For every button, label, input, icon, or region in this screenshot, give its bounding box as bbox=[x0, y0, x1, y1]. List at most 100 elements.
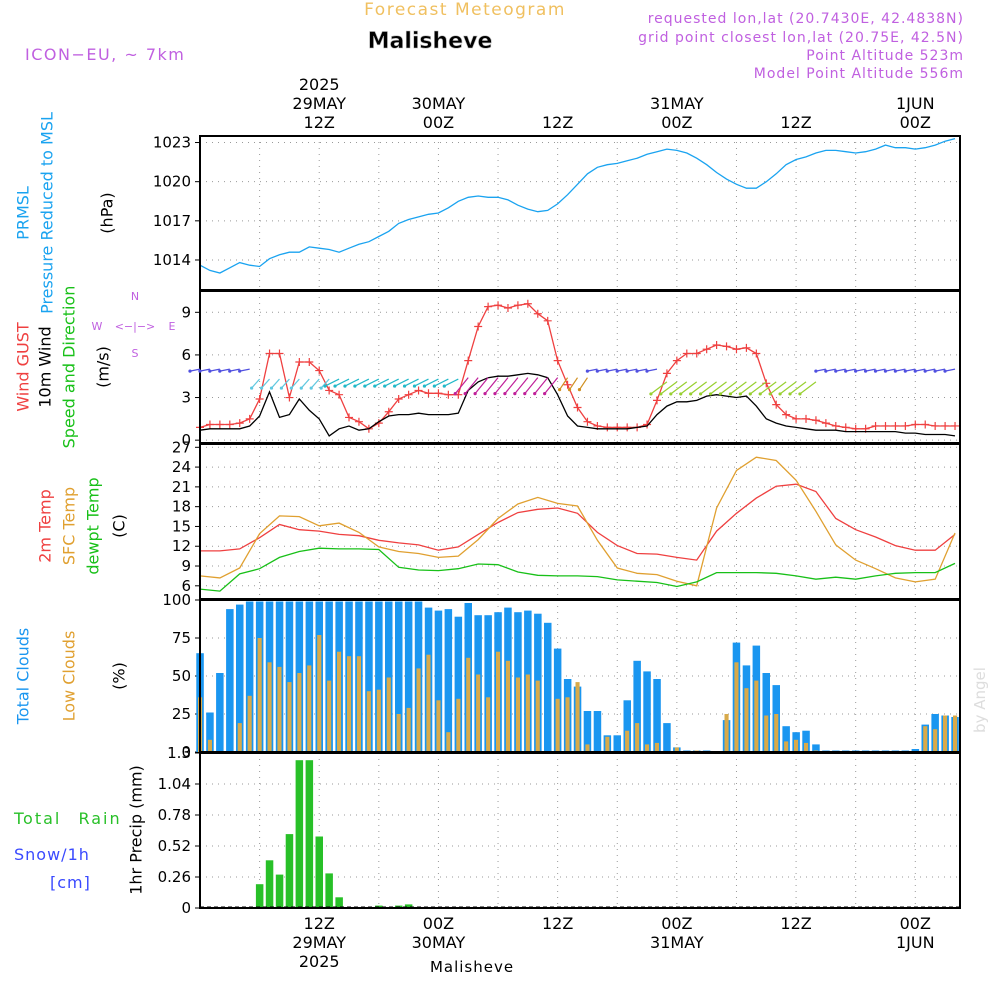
wind-arrow bbox=[364, 378, 380, 387]
wind-arrow bbox=[789, 381, 807, 395]
gust-marker bbox=[523, 299, 532, 308]
wind-arrow bbox=[749, 381, 767, 395]
wind-arrow-head bbox=[319, 386, 323, 390]
side-label-1: (m/s) bbox=[94, 346, 113, 388]
bar-total-clouds bbox=[623, 700, 631, 752]
wind-arrow-head bbox=[198, 369, 202, 373]
wind-arrow bbox=[514, 377, 529, 395]
wind-arrow-head bbox=[557, 388, 562, 392]
gust-marker bbox=[652, 396, 661, 405]
wind-arrow bbox=[404, 378, 419, 387]
wind-arrow bbox=[944, 368, 956, 372]
compass-e: E bbox=[169, 320, 176, 333]
wind-arrow bbox=[578, 377, 588, 390]
bar-low-clouds bbox=[297, 673, 302, 752]
panel-frame bbox=[199, 135, 961, 291]
wind-arrow bbox=[627, 368, 638, 372]
gust-marker bbox=[742, 343, 751, 352]
bar-total-rain bbox=[285, 834, 294, 908]
wind-arrow-head bbox=[605, 369, 609, 373]
wind-arrow bbox=[779, 381, 797, 395]
y-tick-label: 9 bbox=[181, 557, 191, 575]
bar-low-clouds bbox=[525, 674, 530, 752]
wind-arrow bbox=[835, 368, 846, 372]
bar-low-clouds bbox=[734, 662, 739, 752]
y-tick-label: 1020 bbox=[153, 173, 191, 191]
side-label-2: 2m Temp bbox=[36, 489, 55, 563]
wind-arrow-head bbox=[649, 392, 653, 396]
bar-low-clouds bbox=[207, 739, 212, 752]
gust-marker bbox=[891, 421, 900, 430]
bottom-time-label: 00Z bbox=[423, 914, 454, 933]
bar-total-rain bbox=[335, 897, 343, 908]
series-dewpt-temp bbox=[199, 547, 956, 592]
model-altitude: Model Point Altitude 556m bbox=[754, 66, 964, 82]
wind-arrow-head bbox=[748, 392, 752, 396]
bar-low-clouds bbox=[237, 723, 242, 752]
bar-low-clouds bbox=[744, 688, 749, 752]
wind-arrow bbox=[690, 381, 708, 395]
bar-low-clouds bbox=[774, 714, 779, 752]
compass-mid: <−|−> bbox=[115, 320, 156, 333]
bar-low-clouds bbox=[376, 689, 381, 752]
legend-snow-unit: [cm] bbox=[50, 873, 91, 892]
top-time-label: 00Z bbox=[423, 113, 454, 132]
wind-arrow bbox=[597, 368, 608, 372]
bar-total-rain bbox=[305, 760, 314, 908]
bar-low-clouds bbox=[565, 697, 570, 752]
bar-total-rain bbox=[325, 873, 333, 908]
wind-arrow-head bbox=[913, 369, 917, 373]
wind-arrow bbox=[710, 381, 727, 395]
wind-arrow bbox=[544, 377, 559, 395]
wind-arrow-head bbox=[513, 392, 517, 396]
bar-low-clouds bbox=[724, 714, 729, 752]
wind-arrow bbox=[587, 368, 598, 372]
wind-arrow-head bbox=[595, 369, 599, 373]
bottom-time-label: 12Z bbox=[304, 914, 335, 933]
bar-low-clouds bbox=[426, 654, 431, 752]
y-tick-label: 18 bbox=[172, 498, 191, 516]
bar-low-clouds bbox=[754, 680, 759, 752]
top-time-label: 2025 bbox=[299, 75, 340, 94]
top-time-label: 29MAY bbox=[292, 94, 346, 113]
y-tick-label: 0 bbox=[181, 743, 191, 761]
wind-arrow-head bbox=[778, 392, 782, 396]
bar-low-clouds bbox=[257, 638, 262, 752]
bar-low-clouds bbox=[277, 666, 282, 752]
gust-marker bbox=[901, 421, 910, 430]
wind-arrow bbox=[290, 378, 300, 389]
bar-low-clouds bbox=[337, 651, 342, 752]
gust-marker bbox=[533, 309, 542, 318]
wind-arrow-head bbox=[625, 369, 629, 373]
gust-marker bbox=[831, 421, 840, 430]
wind-arrow bbox=[394, 378, 409, 387]
wind-arrow bbox=[280, 378, 290, 389]
gust-marker bbox=[941, 421, 950, 430]
bar-low-clouds bbox=[476, 674, 481, 752]
wind-arrow bbox=[271, 378, 280, 389]
top-time-label: 12Z bbox=[780, 113, 811, 132]
wind-arrow-head bbox=[259, 386, 264, 390]
bar-low-clouds bbox=[287, 682, 292, 752]
compass-n: N bbox=[131, 290, 139, 303]
bar-low-clouds bbox=[674, 747, 679, 752]
wind-arrow bbox=[875, 368, 886, 372]
wind-arrow bbox=[344, 378, 360, 387]
wind-arrow-head bbox=[269, 386, 274, 390]
gust-marker bbox=[811, 416, 820, 425]
wind-arrow bbox=[310, 378, 320, 389]
top-time-label: 12Z bbox=[304, 113, 335, 132]
wind-arrow bbox=[559, 377, 569, 390]
wind-arrow-head bbox=[567, 388, 572, 392]
top-time-label: 00Z bbox=[661, 113, 692, 132]
wind-arrow-head bbox=[543, 392, 547, 396]
wind-arrow-head bbox=[412, 384, 417, 388]
wind-arrow-head bbox=[373, 384, 377, 388]
compass-w: W bbox=[92, 320, 103, 333]
gust-marker bbox=[931, 421, 940, 430]
wind-arrow bbox=[424, 378, 439, 387]
wind-arrow-head bbox=[473, 392, 477, 396]
side-label-2: SFC Temp bbox=[60, 487, 79, 565]
bottom-time-label: 30MAY bbox=[412, 933, 466, 952]
